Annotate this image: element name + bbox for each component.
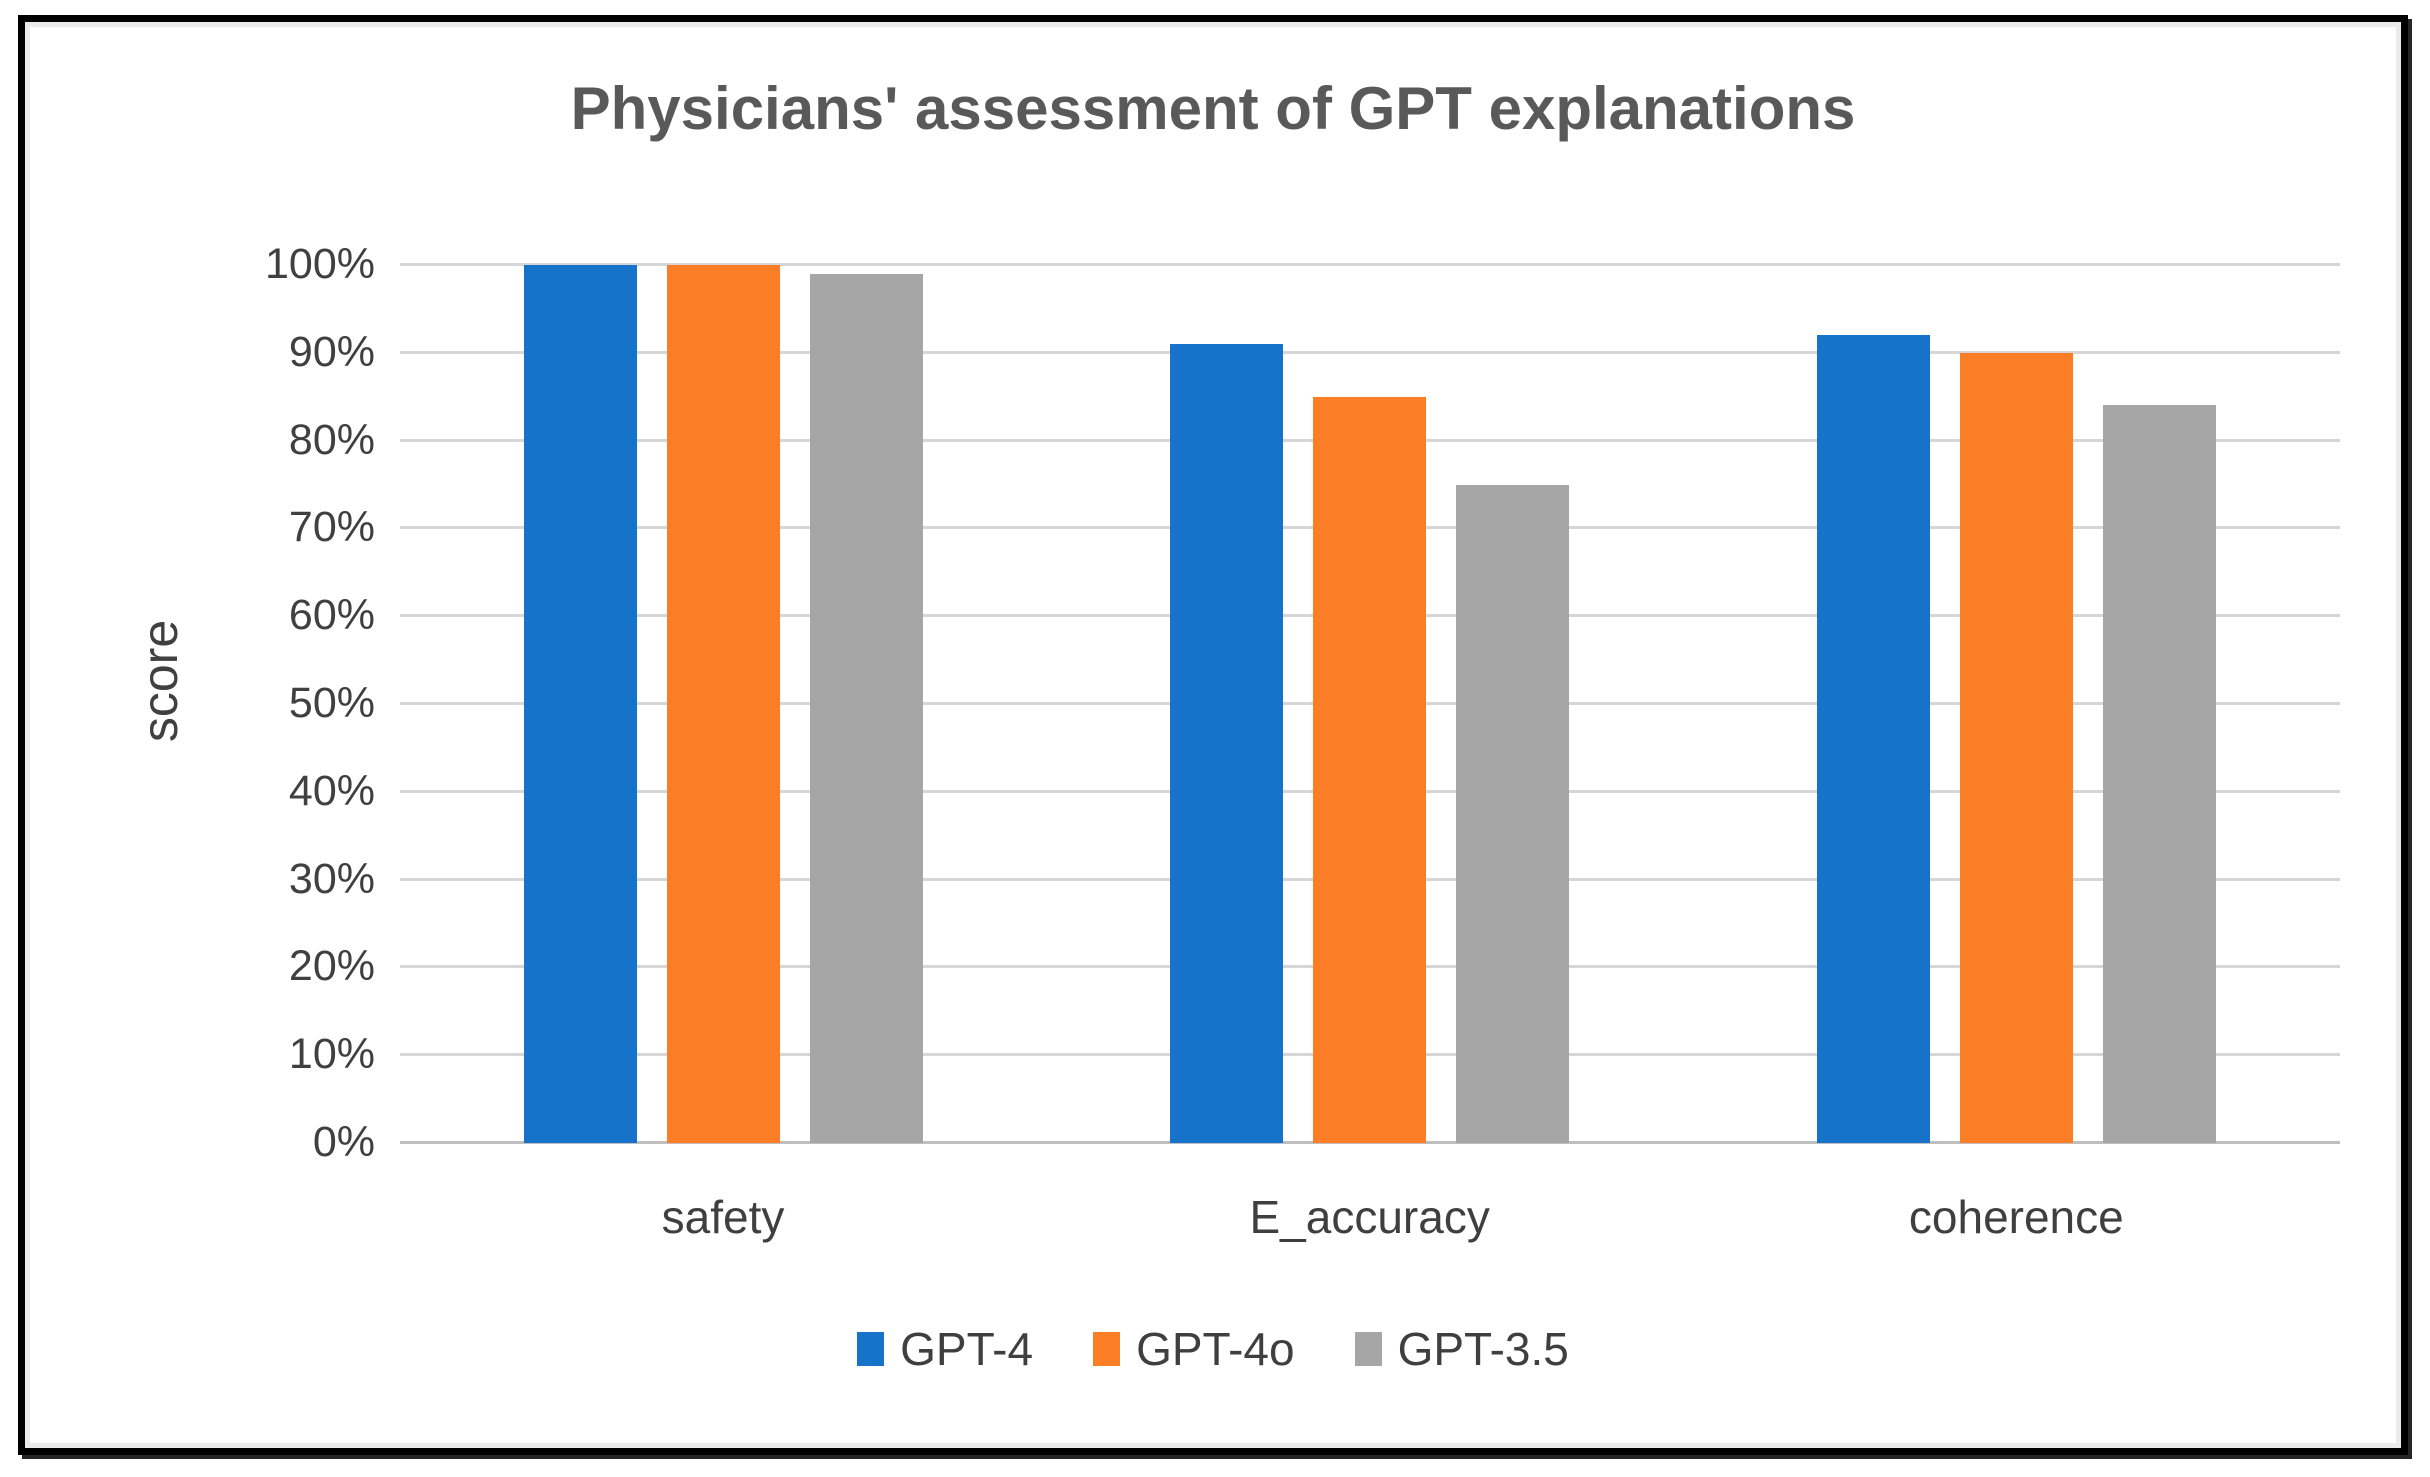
- y-tick-label-80%: 80%: [288, 415, 375, 464]
- y-tick-label-20%: 20%: [288, 942, 375, 991]
- bar-GPT-3.5-E_accuracy: [1456, 484, 1570, 1143]
- y-tick-label-70%: 70%: [288, 503, 375, 552]
- x-axis-category-labels: safety E_accuracy coherence: [400, 1190, 2340, 1250]
- bars-layer: [400, 265, 2340, 1143]
- chart-frame: Physicians' assessment of GPT explanatio…: [18, 15, 2408, 1455]
- x-category-label-E_accuracy: E_accuracy: [1249, 1191, 1490, 1243]
- gridline-100%: [400, 263, 2340, 266]
- y-tick-label-30%: 30%: [288, 854, 375, 903]
- bar-GPT-4-E_accuracy: [1170, 344, 1284, 1143]
- y-tick-label-90%: 90%: [288, 327, 375, 376]
- y-tick-label-50%: 50%: [288, 679, 375, 727]
- bar-group-safety: [400, 265, 1047, 1143]
- legend-label-GPT-3.5: GPT-3.5: [1397, 1323, 1569, 1375]
- legend-marker-GPT-3.5: [1354, 1332, 1382, 1366]
- y-tick-label-60%: 60%: [288, 591, 375, 640]
- x-category-label-coherence: coherence: [1908, 1191, 2124, 1243]
- legend-marker-GPT-4: [857, 1332, 885, 1366]
- bar-group-E_accuracy: [1047, 265, 1694, 1143]
- bar-GPT-3.5-coherence: [2103, 405, 2217, 1143]
- bar-GPT-4o-E_accuracy: [1313, 396, 1427, 1143]
- bar-GPT-4-safety: [523, 265, 637, 1143]
- x-category-label-safety: safety: [661, 1191, 785, 1243]
- y-axis-tick-labels: 0% 10% 20% 30% 40% 50% 60% 70% 80% 90% 100%: [145, 243, 375, 1164]
- chart-title: Physicians' assessment of GPT explanatio…: [570, 75, 1856, 142]
- y-tick-label-40%: 40%: [288, 766, 375, 815]
- y-tick-label-10%: 10%: [288, 1030, 375, 1079]
- plot-area: [400, 263, 2340, 1144]
- y-tick-label-100%: 100%: [265, 240, 375, 288]
- y-tick-label-0%: 0%: [312, 1118, 375, 1166]
- bar-group-coherence: [1693, 265, 2340, 1143]
- legend-item-GPT-4: GPT-4: [857, 1322, 1033, 1376]
- bar-GPT-4o-coherence: [1960, 352, 2074, 1143]
- legend-label-GPT-4o: GPT-4o: [1136, 1323, 1295, 1375]
- legend-item-GPT-3.5: GPT-3.5: [1354, 1322, 1569, 1376]
- gridline-90%: [400, 350, 2340, 354]
- legend-label-GPT-4: GPT-4: [900, 1323, 1034, 1375]
- legend-item-GPT-4o: GPT-4o: [1093, 1322, 1295, 1376]
- legend: GPT-4 GPT-4o GPT-3.5: [25, 1322, 2401, 1376]
- y-axis-title: score: [132, 619, 188, 743]
- legend-marker-GPT-4o: [1093, 1332, 1121, 1366]
- bar-GPT-3.5-safety: [809, 273, 923, 1143]
- bar-GPT-4o-safety: [666, 265, 780, 1143]
- bar-GPT-4-coherence: [1817, 335, 1931, 1143]
